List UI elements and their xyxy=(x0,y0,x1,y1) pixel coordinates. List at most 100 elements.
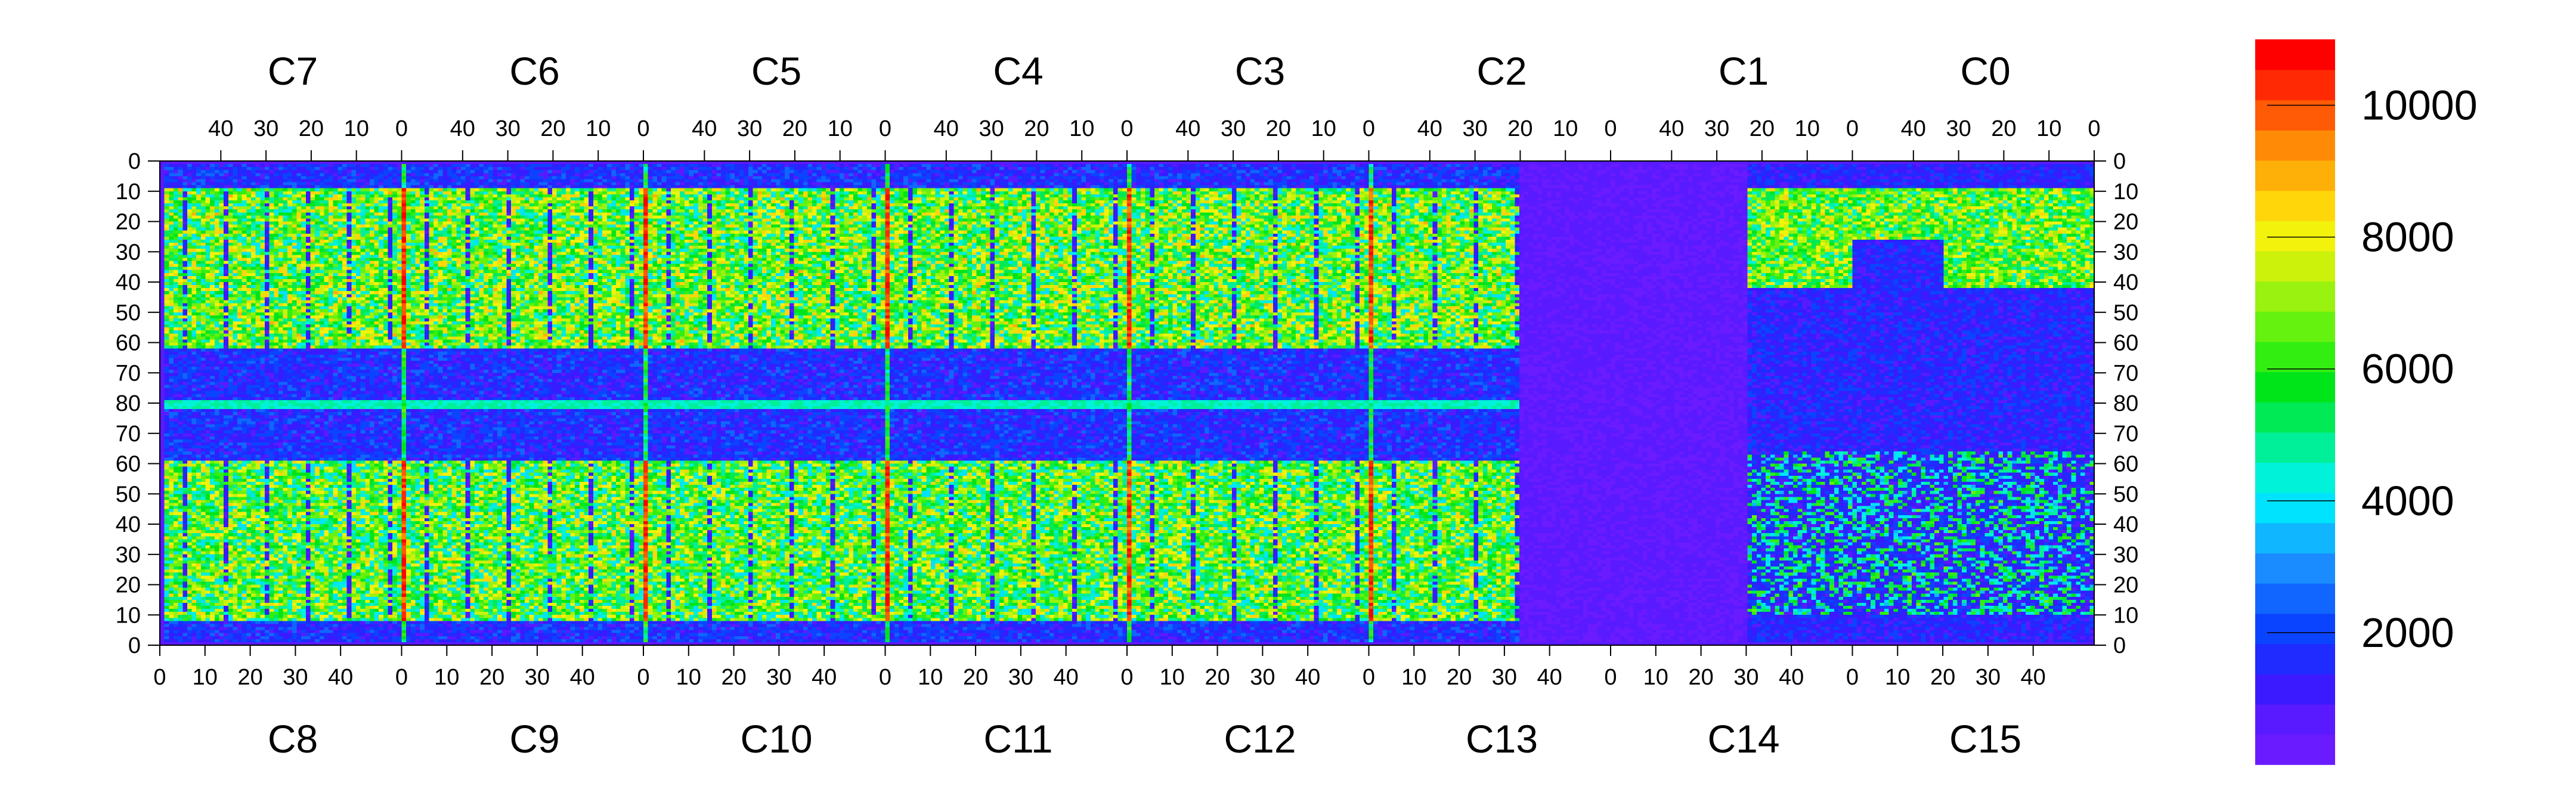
bottom-tick-label: 40 xyxy=(328,665,353,690)
left-tick-label: 10 xyxy=(116,179,141,205)
chip-label-bottom: C8 xyxy=(268,717,318,761)
right-tick-label: 70 xyxy=(2113,422,2138,447)
bottom-tick-label: 30 xyxy=(1733,665,1758,690)
right-tick-label: 10 xyxy=(2113,603,2138,628)
chip-label-bottom: C11 xyxy=(983,717,1052,761)
colorbar-swatch xyxy=(2255,100,2335,131)
bottom-tick-label: 20 xyxy=(1447,665,1472,690)
top-tick-label: 30 xyxy=(1704,116,1729,141)
colorbar-swatch xyxy=(2255,341,2335,373)
chip-label-top: C0 xyxy=(1960,49,2010,93)
bottom-tick-label: 40 xyxy=(1779,665,1804,690)
right-tick-label: 60 xyxy=(2113,331,2138,356)
top-tick-label: 40 xyxy=(1901,116,1926,141)
chip-label-bottom: C14 xyxy=(1707,717,1779,761)
top-tick-label: 30 xyxy=(737,116,762,141)
left-tick-label: 0 xyxy=(128,149,141,174)
bottom-tick-label: 0 xyxy=(1604,665,1617,690)
bottom-tick-label: 20 xyxy=(1930,665,1955,690)
top-tick-label: 20 xyxy=(1266,116,1291,141)
right-tick-label: 10 xyxy=(2113,179,2138,205)
chip-label-bottom: C13 xyxy=(1466,717,1538,761)
left-tick-label: 30 xyxy=(116,240,141,265)
bottom-tick-label: 0 xyxy=(1120,665,1133,690)
left-tick-label: 0 xyxy=(128,633,141,658)
colorbar-swatch xyxy=(2255,553,2335,584)
right-tick-label: 30 xyxy=(2113,240,2138,265)
chip-labels-bottom: C8 C9 C10 C11 C12 C13 C14 C15 xyxy=(268,717,2021,761)
top-tick-label: 20 xyxy=(299,116,324,141)
top-tick-label: 10 xyxy=(828,116,853,141)
bottom-tick-label: 40 xyxy=(1295,665,1320,690)
chip-label-top: C4 xyxy=(993,49,1043,93)
colorbar-tick-label: 2000 xyxy=(2361,609,2454,656)
top-tick-label: 20 xyxy=(782,116,807,141)
right-tick-label: 20 xyxy=(2113,573,2138,598)
right-tick-label: 40 xyxy=(2113,270,2138,295)
top-tick-label: 30 xyxy=(495,116,520,141)
colorbar-swatch xyxy=(2255,371,2335,402)
top-tick-label: 10 xyxy=(344,116,369,141)
chip-labels-top: C7 C6 C5 C4 C3 C2 C1 C0 xyxy=(268,49,2011,93)
top-tick-label: 20 xyxy=(1991,116,2016,141)
chip-label-top: C1 xyxy=(1719,49,1769,93)
right-tick-label: 50 xyxy=(2113,301,2138,326)
bottom-tick-label: 30 xyxy=(525,665,550,690)
top-tick-label: 40 xyxy=(1659,116,1684,141)
colorbar-swatch xyxy=(2255,462,2335,493)
right-tick-label: 70 xyxy=(2113,361,2138,386)
left-tick-label: 70 xyxy=(116,361,141,386)
top-tick-label: 0 xyxy=(395,116,408,141)
top-tick-label: 20 xyxy=(540,116,565,141)
right-tick-label: 50 xyxy=(2113,482,2138,507)
top-tick-label: 30 xyxy=(979,116,1004,141)
colorbar-swatch xyxy=(2255,522,2335,554)
top-tick-label: 30 xyxy=(1462,116,1487,141)
left-tick-label: 10 xyxy=(116,603,141,628)
bottom-tick-label: 40 xyxy=(2021,665,2046,690)
colorbar-swatch xyxy=(2255,432,2335,463)
colorbar-swatch xyxy=(2255,281,2335,312)
left-tick-label: 20 xyxy=(116,573,141,598)
top-tick-label: 30 xyxy=(1221,116,1246,141)
colorbar-swatch xyxy=(2255,130,2335,161)
top-tick-label: 0 xyxy=(637,116,649,141)
left-tick-label: 80 xyxy=(116,391,141,416)
bottom-tick-label: 30 xyxy=(283,665,308,690)
colorbar-swatch xyxy=(2255,674,2335,705)
top-tick-label: 10 xyxy=(1553,116,1578,141)
chip-label-bottom: C10 xyxy=(740,717,812,761)
left-tick-label: 60 xyxy=(116,331,141,356)
right-tick-label: 20 xyxy=(2113,210,2138,235)
colorbar-swatch xyxy=(2255,190,2335,221)
top-tick-label: 40 xyxy=(1417,116,1442,141)
bottom-tick-label: 40 xyxy=(570,665,595,690)
top-tick-label: 10 xyxy=(1311,116,1336,141)
bottom-tick-label: 40 xyxy=(1054,665,1079,690)
right-tick-label: 30 xyxy=(2113,543,2138,568)
top-tick-label: 0 xyxy=(2088,116,2100,141)
colorbar-swatch xyxy=(2255,734,2335,765)
bottom-tick-label: 10 xyxy=(1160,665,1185,690)
colorbar-swatch xyxy=(2255,160,2335,191)
top-tick-label: 0 xyxy=(1363,116,1375,141)
bottom-axis: 0 10 20 30 40 0 10 20 30 40 0 10 20 30 40 0 10 20 30 40 0 10 2… xyxy=(153,645,2094,690)
heatmap-area xyxy=(159,160,2095,646)
colorbar-tick-label: 4000 xyxy=(2361,478,2454,524)
top-tick-label: 0 xyxy=(1120,116,1133,141)
bottom-tick-label: 10 xyxy=(1643,665,1668,690)
bottom-tick-label: 20 xyxy=(237,665,262,690)
left-tick-label: 60 xyxy=(116,452,141,477)
colorbar-swatch xyxy=(2255,704,2335,735)
bottom-tick-label: 0 xyxy=(1363,665,1375,690)
chip-label-top: C2 xyxy=(1476,49,1527,93)
bottom-tick-label: 10 xyxy=(1401,665,1426,690)
top-tick-label: 10 xyxy=(2036,116,2061,141)
right-tick-label: 60 xyxy=(2113,452,2138,477)
bottom-tick-label: 10 xyxy=(193,665,218,690)
bottom-tick-label: 30 xyxy=(1250,665,1275,690)
top-tick-label: 0 xyxy=(879,116,891,141)
bottom-tick-label: 30 xyxy=(766,665,791,690)
colorbar-swatch xyxy=(2255,250,2335,282)
